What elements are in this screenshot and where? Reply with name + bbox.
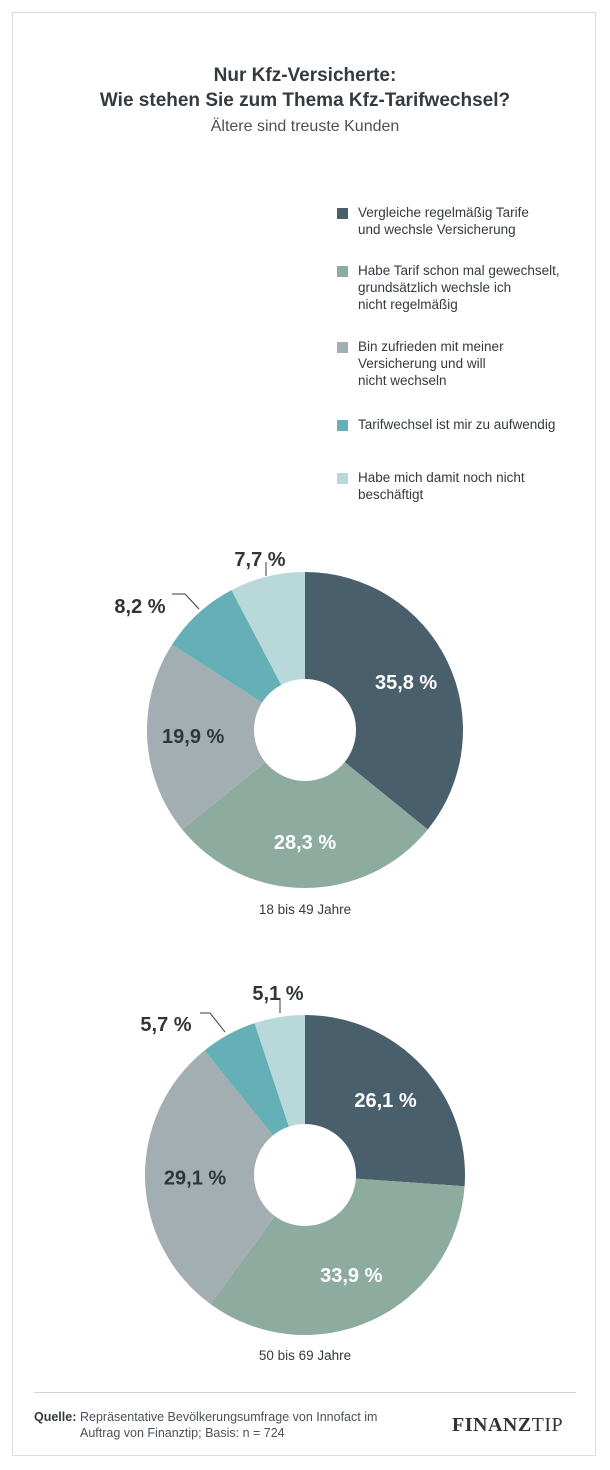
source-text: Repräsentative Bevölkerungsumfrage von I… [80,1410,378,1440]
legend-label: Tarifwechsel ist mir zu aufwendig [358,417,556,432]
donut-slice [147,644,266,830]
chart-frame [12,12,596,1456]
legend-label: Habe Tarif schon mal gewechselt, grundsä… [358,263,560,312]
logo-part-1: FINANZ [452,1414,532,1436]
legend-label: Bin zufrieden mit meiner Versicherung un… [358,339,504,388]
legend-label: Vergleiche regelmäßig Tarife und wechsle… [358,205,529,237]
legend-swatch [337,342,348,353]
logo-part-2: TIP [531,1414,564,1436]
slice-value-label: 35,8 % [375,672,437,694]
slice-value-label: 19,9 % [162,726,224,748]
chart-title-line-1: Nur Kfz-Versicherte: [213,65,397,86]
chart-title-line-2: Wie stehen Sie zum Thema Kfz-Tarifwechse… [99,90,511,111]
slice-value-label: 7,7 % [234,549,285,571]
slice-value-label: 8,2 % [114,596,165,618]
donut-slice [305,572,464,830]
donut-slice [182,762,428,888]
donut-slice [145,1050,275,1305]
slice-value-label: 29,1 % [164,1168,226,1190]
slice-value-label: 26,1 % [354,1090,416,1112]
donut-slice [172,590,282,703]
chart-caption: 50 bis 69 Jahre [259,1348,351,1363]
donut-slice [305,1015,465,1187]
footer-divider [34,1392,576,1393]
chart-subtitle: Ältere sind treuste Kunden [210,118,400,135]
legend-swatch [337,420,348,431]
legend-swatch [337,208,348,219]
slice-value-label: 5,7 % [140,1014,191,1036]
legend-swatch [337,266,348,277]
source-label: Quelle: [34,1410,77,1424]
donut-slice [254,1015,305,1127]
legend-label: Habe mich damit noch nicht beschäftigt [358,470,525,502]
donut-slice [231,572,305,685]
callout-line [172,593,200,610]
donut-slice [204,1023,289,1136]
callout-line [200,1012,226,1033]
legend-swatch [337,473,348,484]
chart-caption: 18 bis 49 Jahre [259,902,351,917]
slice-value-label: 33,9 % [320,1265,382,1287]
finanztip-logo: FINANZTIP [452,1414,582,1438]
slice-value-label: 28,3 % [274,832,336,854]
donut-chart: 26,1 % 33,9 % 29,1 % 5,7 % 5,1 % 50 bis 69 Ja… [140,983,465,1363]
donut-slice [210,1178,465,1335]
donut-chart: 35,8 % 28,3 % 19,9 % 8,2 % 7,7 % 18 bis 49 Ja… [114,549,464,917]
slice-value-label: 5,1 % [252,983,303,1005]
